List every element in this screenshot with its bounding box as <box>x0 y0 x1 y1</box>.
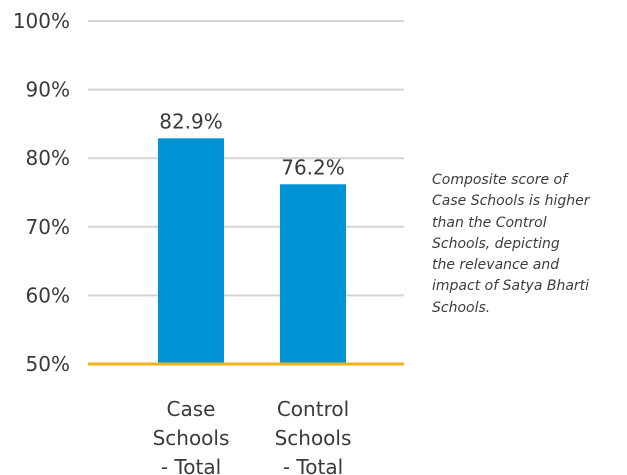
data-labels: 82.9% 76.2% <box>159 109 345 179</box>
annotation-line: Schools. <box>432 299 491 316</box>
x-axis-category-labels: Case Schools - Total Control Schools - Total <box>153 397 352 475</box>
data-label: 76.2% <box>281 155 345 179</box>
bars <box>158 138 346 364</box>
category-label: Control <box>277 397 349 421</box>
annotation-line: the relevance and <box>432 257 560 274</box>
y-tick-label: 70% <box>26 215 70 239</box>
annotation-line: Composite score of <box>432 172 568 188</box>
category-label: Case <box>167 397 216 421</box>
y-tick-label: 50% <box>26 352 70 376</box>
annotation-line: impact of Satya Bharti <box>432 278 590 295</box>
annotation-line: Case Schools is higher <box>432 193 590 210</box>
category-label: Schools <box>275 426 352 450</box>
y-axis-tick-labels: 50% 60% 70% 80% 90% 100% <box>13 9 70 376</box>
bar <box>280 184 346 364</box>
category-label: - Total <box>283 455 343 475</box>
category-label: Schools <box>153 426 230 450</box>
y-tick-label: 100% <box>13 9 70 33</box>
annotation-line: than the Control <box>432 214 547 231</box>
gridlines <box>88 20 404 297</box>
y-tick-label: 90% <box>26 78 70 102</box>
data-label: 82.9% <box>159 109 223 133</box>
y-tick-label: 80% <box>26 146 70 170</box>
category-label: - Total <box>161 455 221 475</box>
chart-annotation: Composite score of Case Schools is higher… <box>432 170 620 319</box>
bar <box>158 138 224 364</box>
y-tick-label: 60% <box>26 283 70 307</box>
annotation-line: Schools, depicting <box>432 235 560 252</box>
